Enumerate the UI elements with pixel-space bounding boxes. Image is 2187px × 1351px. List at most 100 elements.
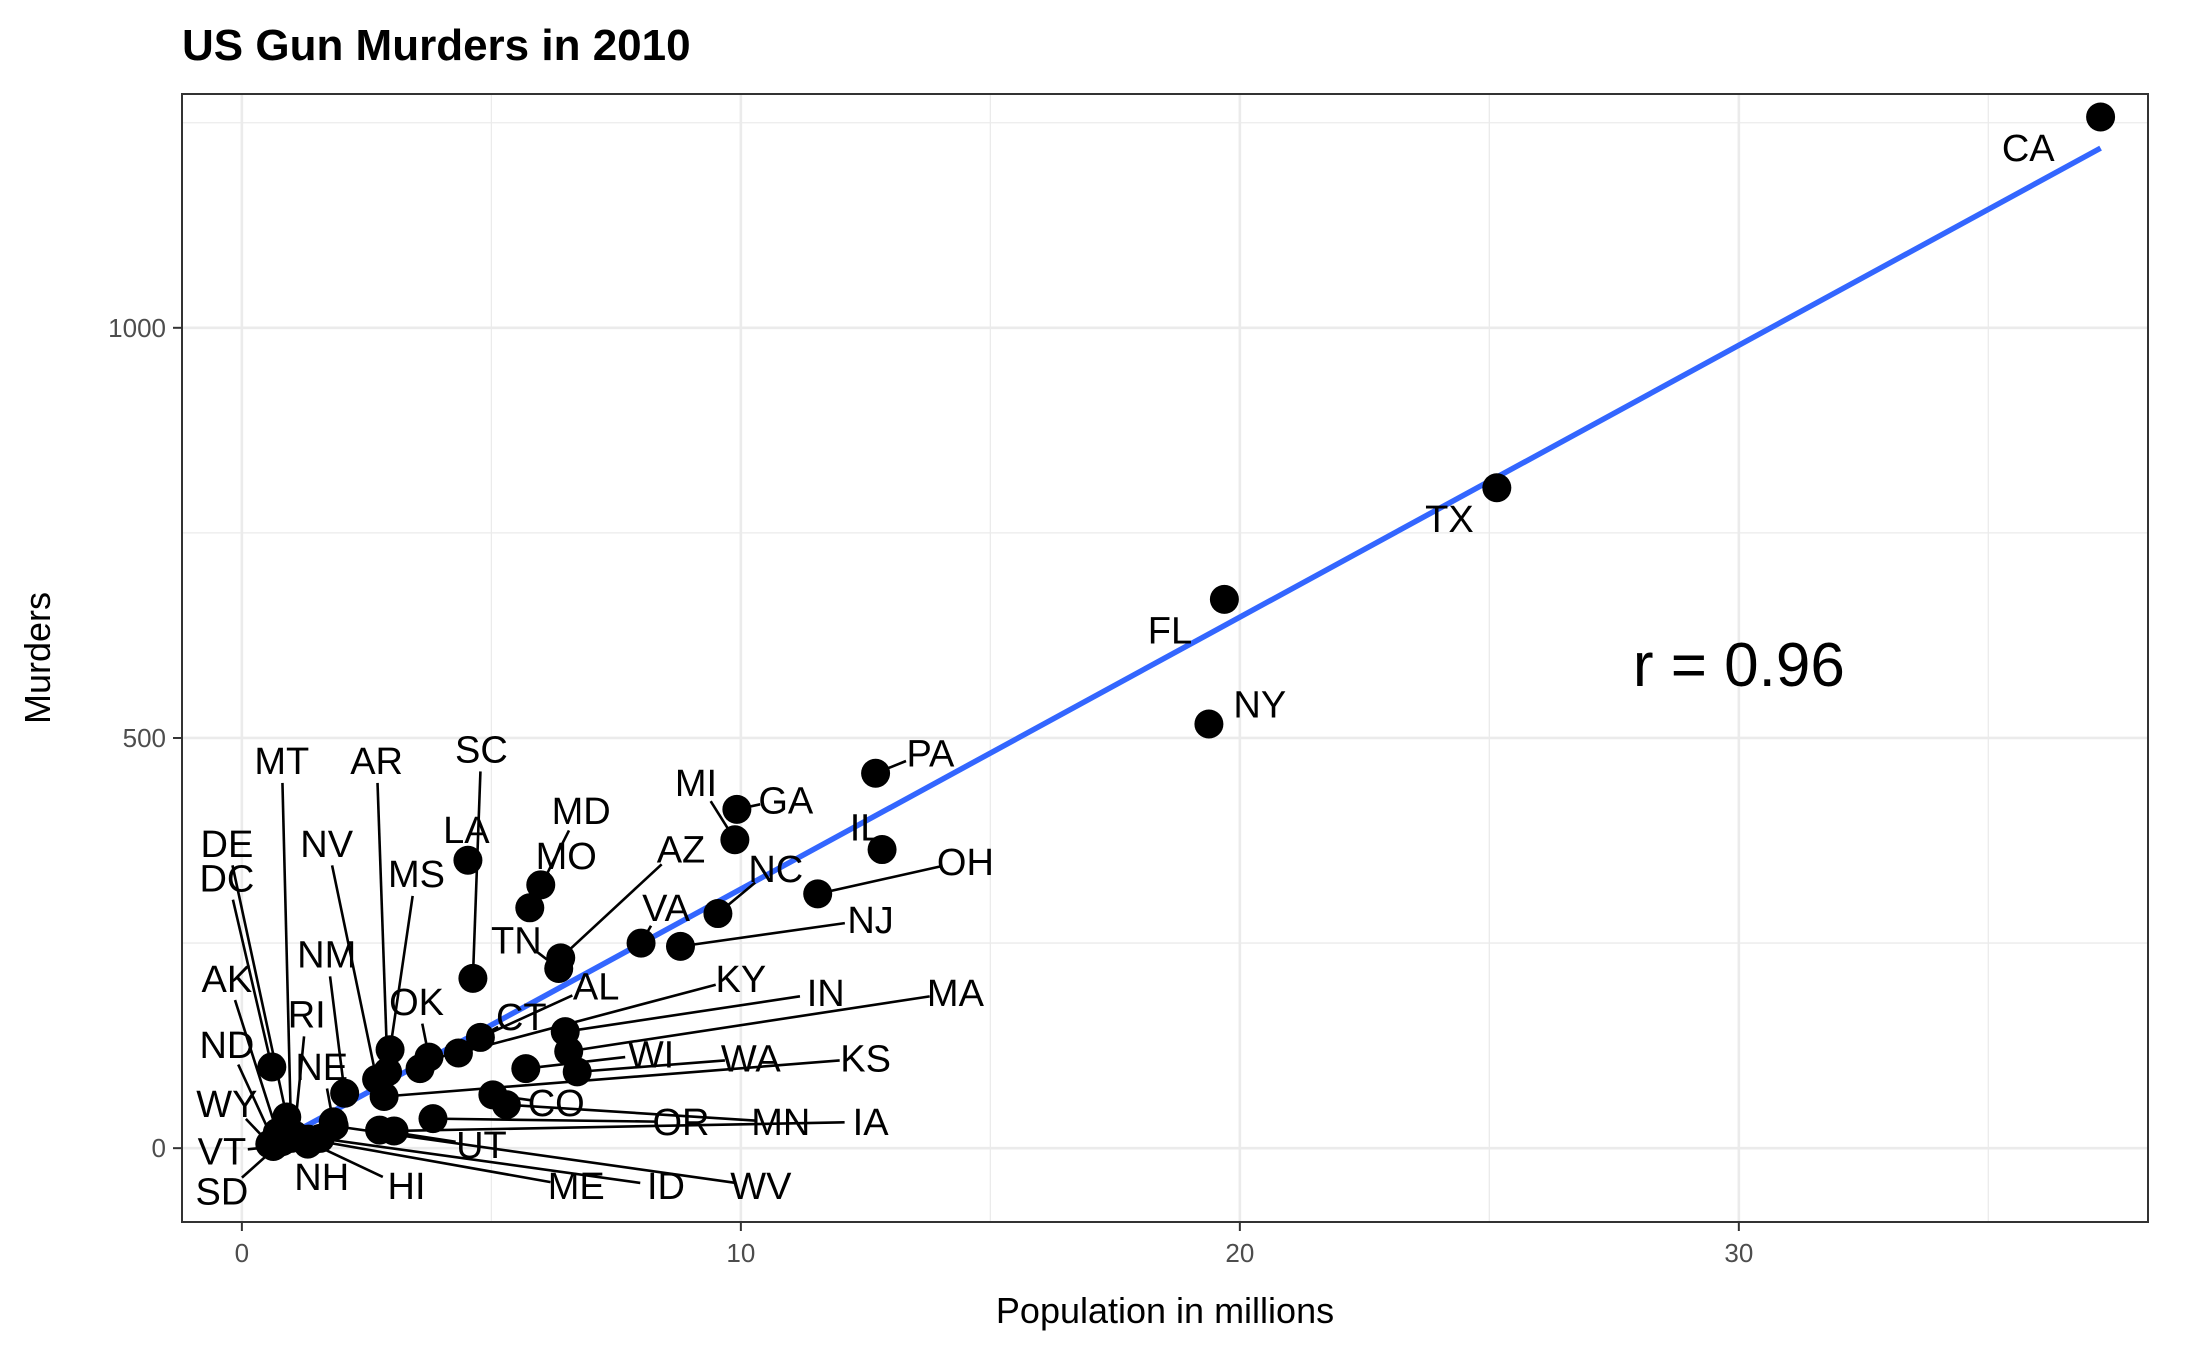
- label-nm: NM: [297, 935, 356, 977]
- label-tn: TN: [491, 921, 542, 963]
- label-ks: KS: [840, 1039, 891, 1081]
- label-in: IN: [807, 973, 845, 1015]
- x-tick-label: 20: [1225, 1238, 1254, 1268]
- label-ne: NE: [295, 1047, 348, 1089]
- y-tick-label: 0: [152, 1133, 166, 1163]
- y-axis-title: Murders: [17, 592, 58, 724]
- label-mi: MI: [675, 763, 717, 805]
- label-ut: UT: [456, 1125, 507, 1167]
- label-wi: WI: [628, 1035, 674, 1077]
- point-nc: [703, 899, 733, 929]
- point-ms: [375, 1035, 405, 1065]
- x-tick-label: 30: [1724, 1238, 1753, 1268]
- label-oh: OH: [937, 842, 994, 884]
- label-al: AL: [573, 967, 619, 1009]
- point-ut: [365, 1115, 395, 1145]
- leader-line-sc: [471, 771, 482, 979]
- panel-border: [181, 93, 2149, 1223]
- leader-line-wa: [577, 1059, 726, 1074]
- point-il: [867, 835, 897, 865]
- label-dc: DC: [199, 858, 254, 900]
- point-ca: [2086, 102, 2116, 132]
- point-mo: [526, 870, 556, 900]
- leader-line-mt: [281, 782, 293, 1139]
- point-dc: [257, 1052, 287, 1082]
- point-va: [626, 928, 656, 958]
- label-ak: AK: [202, 959, 253, 1001]
- leader-line-oh: [817, 865, 941, 896]
- label-sd: SD: [196, 1172, 249, 1214]
- label-wy: WY: [196, 1084, 257, 1126]
- label-mn: MN: [751, 1102, 810, 1144]
- label-ga: GA: [758, 780, 814, 822]
- point-tx: [1482, 473, 1512, 503]
- label-vt: VT: [198, 1131, 247, 1173]
- label-ky: KY: [716, 959, 767, 1001]
- leader-line-ar: [376, 782, 389, 1072]
- data-points: [255, 102, 2116, 1162]
- leader-line-nm: [328, 976, 346, 1094]
- leader-line-ky: [458, 983, 717, 1055]
- x-axis-title: Population in millions: [996, 1290, 1334, 1331]
- point-ky: [443, 1038, 473, 1068]
- label-nc: NC: [748, 849, 803, 891]
- leader-line-ma: [568, 995, 930, 1053]
- label-la: LA: [443, 810, 490, 852]
- label-ny: NY: [1233, 684, 1286, 726]
- leader-line-nj: [680, 921, 846, 948]
- label-wv: WV: [730, 1166, 792, 1208]
- point-ny: [1194, 709, 1224, 739]
- label-ct: CT: [496, 997, 547, 1039]
- label-ma: MA: [927, 973, 985, 1015]
- point-md: [515, 893, 545, 923]
- y-tick-label: 1000: [108, 313, 166, 343]
- trend-line-layer: [268, 145, 2102, 1149]
- label-nd: ND: [199, 1025, 254, 1067]
- point-al: [465, 1022, 495, 1052]
- label-va: VA: [642, 888, 691, 930]
- label-ia: IA: [853, 1102, 890, 1144]
- point-nm: [330, 1078, 360, 1108]
- label-de: DE: [201, 824, 254, 866]
- point-wi: [511, 1054, 541, 1084]
- leader-line-dc: [231, 899, 274, 1068]
- point-la: [453, 845, 483, 875]
- leader-line-in: [565, 995, 801, 1033]
- leader-line-nv: [330, 865, 378, 1080]
- point-oh: [803, 879, 833, 909]
- point-wa: [562, 1057, 592, 1087]
- label-or: OR: [652, 1102, 709, 1144]
- label-me: ME: [548, 1166, 605, 1208]
- label-sc: SC: [455, 729, 508, 771]
- label-ar: AR: [350, 741, 403, 783]
- point-pa: [861, 758, 891, 788]
- leader-line-ia: [394, 1121, 845, 1133]
- label-mt: MT: [254, 741, 309, 783]
- leader-line-ks: [383, 1059, 840, 1098]
- label-nh: NH: [294, 1157, 349, 1199]
- label-nj: NJ: [847, 900, 893, 942]
- x-tick-label: 0: [235, 1238, 249, 1268]
- point-fl: [1209, 584, 1239, 614]
- point-ct: [405, 1054, 435, 1084]
- point-ks: [369, 1081, 399, 1111]
- axes: 0 10 20 30 0 500 1000: [108, 313, 1753, 1268]
- label-mo: MO: [536, 836, 597, 878]
- point-nj: [665, 931, 695, 961]
- point-wy: [255, 1129, 285, 1159]
- leader-line-me: [308, 1137, 551, 1184]
- grid: [182, 94, 2148, 1222]
- chart-title: US Gun Murders in 2010: [182, 21, 691, 70]
- y-tick-label: 500: [123, 723, 166, 753]
- point-az: [546, 943, 576, 973]
- leader-line-id: [320, 1137, 641, 1185]
- trend-line: [268, 145, 2102, 1149]
- leader-line-mn: [506, 1103, 755, 1122]
- label-il: IL: [850, 807, 882, 849]
- label-tx: TX: [1425, 499, 1474, 541]
- label-ri: RI: [288, 994, 326, 1036]
- point-mn: [491, 1090, 521, 1120]
- point-ga: [722, 794, 752, 824]
